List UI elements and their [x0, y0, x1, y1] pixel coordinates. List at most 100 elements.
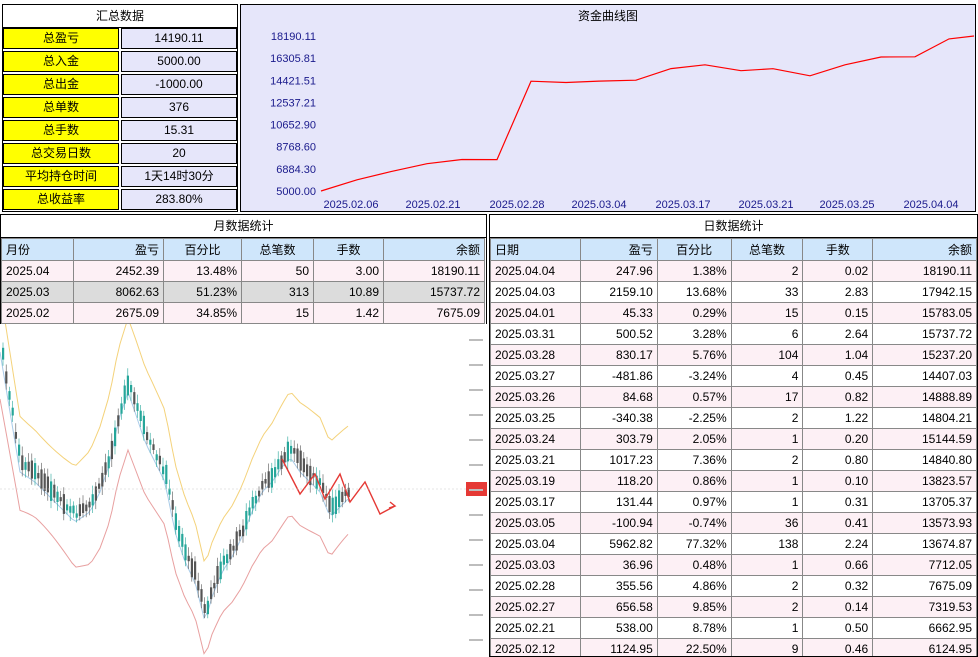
- daily-table-row[interactable]: 2025.04.01 45.33 0.29% 15 0.15 15783.05: [490, 302, 977, 324]
- daily-column-header[interactable]: 百分比: [656, 238, 732, 261]
- candle-body: [331, 497, 334, 515]
- daily-cell: 1: [730, 617, 804, 639]
- upper-band-line: [4, 324, 349, 563]
- price-scale-tick: [469, 389, 483, 391]
- daily-header-row: 日期 盈亏 百分比 总笔数 手数 余额: [490, 238, 977, 261]
- daily-cell: 7.36%: [656, 449, 732, 471]
- moving-average-line: [0, 351, 349, 620]
- candle-body: [296, 448, 299, 463]
- daily-cell: 0.29%: [656, 302, 732, 324]
- candle-body: [85, 504, 88, 512]
- daily-cell: 2025.03.05: [490, 512, 581, 534]
- daily-cell: 7712.05: [872, 554, 977, 576]
- candle-body: [254, 495, 257, 504]
- daily-cell: 15144.59: [872, 428, 977, 450]
- daily-table-row[interactable]: 2025.02.21 538.00 8.78% 1 0.50 6662.95: [490, 617, 977, 639]
- monthly-column-header[interactable]: 余额: [383, 238, 485, 261]
- candle-body: [277, 459, 280, 470]
- daily-cell: -481.86: [579, 365, 658, 387]
- summary-row: 总单数 376: [3, 97, 237, 119]
- daily-cell: 13823.57: [872, 470, 977, 492]
- daily-cell: 0.80: [802, 449, 874, 471]
- candle-body: [53, 484, 56, 498]
- candle-body: [248, 507, 251, 516]
- daily-table-row[interactable]: 2025.03.04 5962.82 77.32% 138 2.24 13674.87: [490, 533, 977, 555]
- candle-body: [88, 501, 91, 508]
- candle-body: [18, 444, 21, 456]
- daily-cell: 14840.80: [872, 449, 977, 471]
- daily-table: 日期 盈亏 百分比 总笔数 手数 余额 2025.04.04 247.96 1.38% 2 0.0…: [490, 238, 977, 656]
- daily-cell: 2: [730, 407, 804, 429]
- candle-body: [274, 467, 277, 478]
- daily-table-row[interactable]: 2025.03.25 -340.38 -2.25% 2 1.22 14804.21: [490, 407, 977, 429]
- daily-table-row[interactable]: 2025.03.28 830.17 5.76% 104 1.04 15237.20: [490, 344, 977, 366]
- daily-cell: 2.64: [802, 323, 874, 345]
- daily-table-row[interactable]: 2025.03.17 131.44 0.97% 1 0.31 13705.37: [490, 491, 977, 513]
- monthly-column-header[interactable]: 手数: [313, 238, 384, 261]
- daily-cell: 84.68: [579, 386, 658, 408]
- daily-table-row[interactable]: 2025.03.27 -481.86 -3.24% 4 0.45 14407.03: [490, 365, 977, 387]
- monthly-column-header[interactable]: 盈亏: [73, 238, 164, 261]
- equity-chart: 资金曲线图 18190.11 16305.81 14421.51 12537.21 106…: [270, 8, 975, 211]
- daily-table-row[interactable]: 2025.02.27 656.58 9.85% 2 0.14 7319.53: [490, 596, 977, 618]
- daily-table-row[interactable]: 2025.02.12 1124.95 22.50% 9 0.46 6124.95: [490, 638, 977, 656]
- daily-cell: 1: [730, 470, 804, 492]
- daily-column-header[interactable]: 余额: [872, 238, 977, 261]
- candle-body: [341, 491, 344, 502]
- candle-body: [216, 566, 219, 584]
- summary-label: 总收益率: [3, 189, 119, 210]
- daily-column-header[interactable]: 手数: [802, 238, 874, 261]
- daily-cell: 2025.03.03: [490, 554, 581, 576]
- candle-body: [290, 445, 293, 454]
- candle-body: [184, 544, 187, 561]
- daily-cell: 7675.09: [872, 575, 977, 597]
- x-tick-label: 2025.03.25: [819, 199, 874, 211]
- daily-cell: 2025.04.03: [490, 281, 581, 303]
- monthly-table-row[interactable]: 2025.04 2452.39 13.48% 50 3.00 18190.11: [1, 260, 485, 282]
- daily-column-header[interactable]: 日期: [490, 238, 581, 261]
- candle-body: [94, 486, 97, 501]
- candle-body: [283, 452, 286, 463]
- monthly-column-header[interactable]: 月份: [1, 238, 74, 261]
- candle-body: [152, 444, 155, 450]
- candle-body: [299, 450, 302, 471]
- daily-column-header[interactable]: 总笔数: [730, 238, 804, 261]
- monthly-cell: 10.89: [313, 281, 384, 303]
- daily-table-row[interactable]: 2025.03.31 500.52 3.28% 6 2.64 15737.72: [490, 323, 977, 345]
- daily-cell: 5.76%: [656, 344, 732, 366]
- candle-body: [120, 403, 123, 414]
- daily-table-row[interactable]: 2025.03.19 118.20 0.86% 1 0.10 13823.57: [490, 470, 977, 492]
- candle-body: [104, 462, 107, 475]
- monthly-table-row[interactable]: 2025.02 2675.09 34.85% 15 1.42 7675.09: [1, 302, 485, 324]
- monthly-column-header[interactable]: 百分比: [163, 238, 242, 261]
- daily-cell: 500.52: [579, 323, 658, 345]
- lower-band-line: [0, 398, 349, 655]
- daily-table-row[interactable]: 2025.03.03 36.96 0.48% 1 0.66 7712.05: [490, 554, 977, 576]
- y-tick-label: 10652.90: [270, 120, 316, 132]
- daily-table-row[interactable]: 2025.02.28 355.56 4.86% 2 0.32 7675.09: [490, 575, 977, 597]
- daily-table-row[interactable]: 2025.03.26 84.68 0.57% 17 0.82 14888.89: [490, 386, 977, 408]
- daily-cell: 1: [730, 554, 804, 576]
- daily-cell: 2.24: [802, 533, 874, 555]
- summary-label: 总出金: [3, 74, 119, 95]
- price-scale-tick: [469, 339, 483, 341]
- monthly-table-row[interactable]: 2025.03 8062.63 51.23% 313 10.89 15737.72: [1, 281, 485, 303]
- daily-table-row[interactable]: 2025.04.03 2159.10 13.68% 33 2.83 17942.15: [490, 281, 977, 303]
- daily-table-row[interactable]: 2025.04.04 247.96 1.38% 2 0.02 18190.11: [490, 260, 977, 282]
- candle-body: [270, 468, 273, 488]
- candle-body: [78, 504, 81, 517]
- candle-body: [238, 529, 241, 537]
- daily-title: 日数据统计: [490, 215, 977, 238]
- daily-cell: 13674.87: [872, 533, 977, 555]
- candle-body: [114, 427, 117, 447]
- daily-table-row[interactable]: 2025.03.24 303.79 2.05% 1 0.20 15144.59: [490, 428, 977, 450]
- candle-body: [194, 561, 197, 580]
- daily-column-header[interactable]: 盈亏: [579, 238, 658, 261]
- daily-table-row[interactable]: 2025.03.21 1017.23 7.36% 2 0.80 14840.80: [490, 449, 977, 471]
- daily-table-row[interactable]: 2025.03.05 -100.94 -0.74% 36 0.41 13573.93: [490, 512, 977, 534]
- monthly-column-header[interactable]: 总笔数: [241, 238, 314, 261]
- candle-body: [34, 463, 37, 480]
- daily-cell: 0.46: [802, 638, 874, 656]
- candle-body: [181, 533, 184, 547]
- daily-cell: 15737.72: [872, 323, 977, 345]
